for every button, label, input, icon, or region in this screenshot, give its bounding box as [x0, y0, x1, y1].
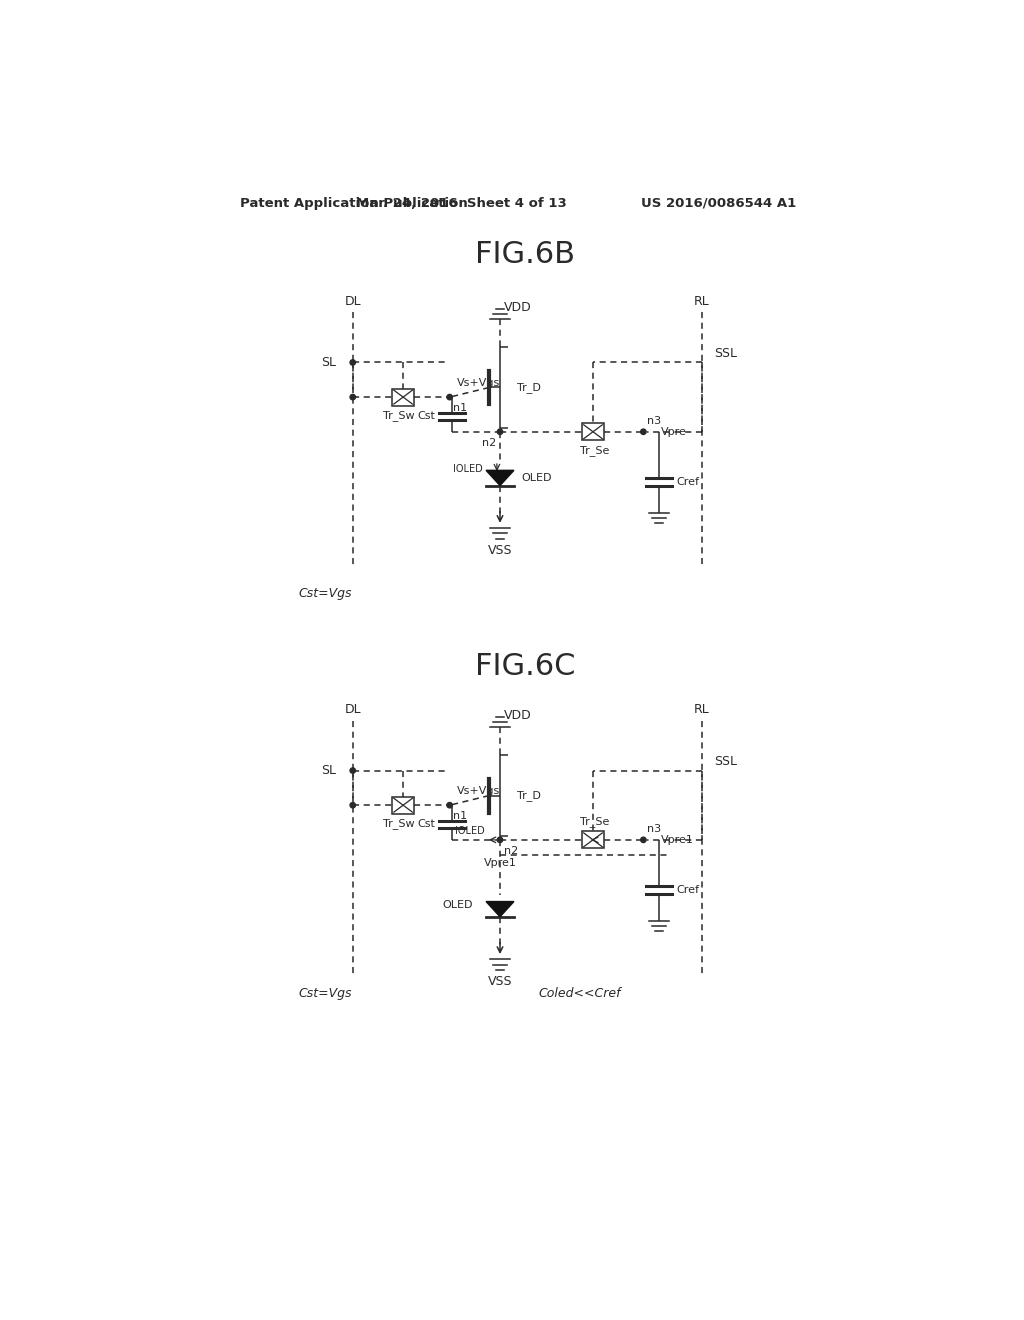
Text: n1: n1: [454, 810, 468, 821]
Text: n3: n3: [647, 824, 662, 834]
Bar: [392, 388, 414, 405]
Text: DL: DL: [344, 704, 361, 717]
Circle shape: [641, 837, 646, 842]
Text: Vpre1: Vpre1: [483, 858, 516, 869]
Text: Cst=Vgs: Cst=Vgs: [299, 987, 352, 1001]
Text: SL: SL: [321, 356, 336, 370]
Text: VSS: VSS: [487, 544, 512, 557]
Circle shape: [641, 429, 646, 434]
Text: Cref: Cref: [676, 884, 699, 895]
Text: Patent Application Publication: Patent Application Publication: [241, 197, 468, 210]
Text: Tr_Se: Tr_Se: [580, 445, 609, 455]
Text: FIG.6C: FIG.6C: [474, 652, 575, 681]
Text: Tr_Sw: Tr_Sw: [383, 818, 415, 829]
Text: IOLED: IOLED: [454, 463, 483, 474]
Text: US 2016/0086544 A1: US 2016/0086544 A1: [641, 197, 796, 210]
Circle shape: [350, 803, 355, 808]
Circle shape: [350, 395, 355, 400]
Text: Cst=Vgs: Cst=Vgs: [299, 587, 352, 601]
Polygon shape: [486, 470, 514, 486]
Circle shape: [350, 360, 355, 366]
Text: SSL: SSL: [714, 755, 737, 768]
Text: Vpre1: Vpre1: [660, 834, 693, 845]
Bar: [583, 424, 604, 441]
Bar: [392, 797, 414, 813]
Text: VDD: VDD: [504, 709, 531, 722]
Text: n2: n2: [504, 846, 518, 855]
Text: RL: RL: [693, 704, 710, 717]
Text: SL: SL: [321, 764, 336, 777]
Circle shape: [498, 429, 503, 434]
Text: n1: n1: [454, 403, 468, 413]
Circle shape: [498, 837, 503, 842]
Text: Cst: Cst: [417, 820, 435, 829]
Text: Tr_Sw: Tr_Sw: [383, 411, 415, 421]
Text: VDD: VDD: [504, 301, 531, 314]
Text: Coled<<Cref: Coled<<Cref: [539, 987, 622, 1001]
Text: n2: n2: [482, 437, 496, 447]
Text: Mar. 24, 2016  Sheet 4 of 13: Mar. 24, 2016 Sheet 4 of 13: [356, 197, 566, 210]
Text: OLED: OLED: [521, 473, 552, 483]
Text: RL: RL: [693, 296, 710, 308]
Text: DL: DL: [344, 296, 361, 308]
Polygon shape: [486, 902, 514, 917]
Text: Vs+Vgs: Vs+Vgs: [458, 379, 501, 388]
Text: IOLED: IOLED: [455, 825, 484, 836]
Text: Tr_Se: Tr_Se: [580, 816, 609, 826]
Text: Cref: Cref: [676, 477, 699, 487]
Circle shape: [350, 768, 355, 774]
Bar: [583, 832, 604, 849]
Text: Tr_D: Tr_D: [517, 791, 541, 801]
Text: Tr_D: Tr_D: [517, 381, 541, 393]
Text: VSS: VSS: [487, 975, 512, 989]
Text: Vpre: Vpre: [660, 426, 686, 437]
Text: Cst: Cst: [417, 412, 435, 421]
Text: Vs+Vgs: Vs+Vgs: [458, 787, 501, 796]
Circle shape: [446, 395, 453, 400]
Text: OLED: OLED: [442, 900, 473, 911]
Circle shape: [446, 803, 453, 808]
Text: FIG.6B: FIG.6B: [475, 240, 574, 269]
Text: SSL: SSL: [714, 347, 737, 360]
Text: n3: n3: [647, 416, 662, 426]
